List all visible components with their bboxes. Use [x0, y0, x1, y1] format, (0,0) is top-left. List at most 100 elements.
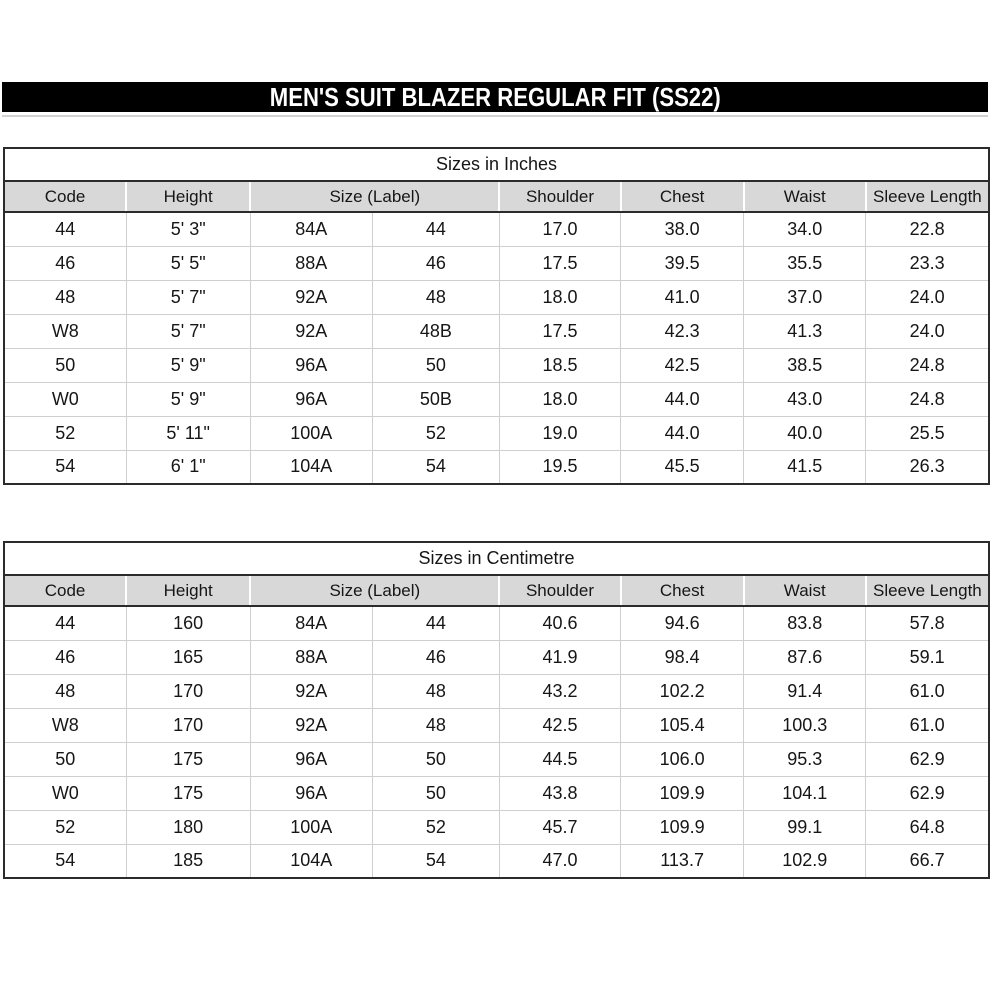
table-body-inches: 44 5' 3" 84A 44 17.0 38.0 34.0 22.8 46 5' 5" 88A 46…	[2, 211, 991, 485]
table-cell: 64.8	[865, 809, 991, 845]
table-cell: 44	[2, 211, 127, 247]
table-row: W0 175 96A 50 43.8 109.9 104.1 62.9	[2, 775, 991, 811]
table-title-row: Sizes in Centimetre	[3, 541, 990, 576]
table-title-row: Sizes in Inches	[3, 147, 990, 182]
table-cell: 100A	[249, 809, 373, 845]
table-cell: 48	[371, 707, 500, 743]
table-cell: 5' 9"	[125, 347, 251, 383]
table-row: W8 170 92A 48 42.5 105.4 100.3 61.0	[2, 707, 991, 743]
col-header-size-label: Size (Label)	[249, 574, 501, 607]
table-cell: 5' 3"	[125, 211, 251, 247]
table-cell: 45.7	[498, 809, 622, 845]
table-cell: 41.3	[743, 313, 867, 349]
table-cell: 54	[371, 843, 500, 879]
table-cell: 92A	[249, 673, 373, 709]
table-cell: 52	[371, 809, 500, 845]
table-cell: 24.8	[865, 347, 991, 383]
table-cell: 52	[2, 415, 127, 451]
table-cell: 62.9	[865, 741, 991, 777]
table-cell: W8	[2, 707, 127, 743]
table-cell: 84A	[249, 605, 373, 641]
col-header-code: Code	[2, 180, 128, 213]
table-cell: 26.3	[865, 449, 991, 485]
table-cell: 180	[125, 809, 251, 845]
table-header-row: Code Height Size (Label) Shoulder Chest …	[2, 180, 991, 213]
table-cell: 48	[2, 279, 127, 315]
table-cell: 104A	[249, 449, 373, 485]
table-cell: 44.0	[620, 415, 745, 451]
table-cell: 19.5	[498, 449, 622, 485]
table-row: 54 6' 1" 104A 54 19.5 45.5 41.5 26.3	[2, 449, 991, 485]
table-cell: 41.5	[743, 449, 867, 485]
table-cell: 96A	[249, 741, 373, 777]
col-header-height: Height	[125, 574, 252, 607]
table-cell: 41.9	[498, 639, 622, 675]
table-cell: 94.6	[620, 605, 745, 641]
table-cell: 39.5	[620, 245, 745, 281]
table-cell: 102.2	[620, 673, 745, 709]
table-cell: 24.8	[865, 381, 991, 417]
table-cell: 91.4	[743, 673, 867, 709]
table-cell: 17.5	[498, 313, 622, 349]
table-cell: 17.5	[498, 245, 622, 281]
table-cell: 34.0	[743, 211, 867, 247]
table-cell: 38.0	[620, 211, 745, 247]
table-cell: 92A	[249, 707, 373, 743]
table-cell: 175	[125, 741, 251, 777]
table-cell: W8	[2, 313, 127, 349]
table-cell: 17.0	[498, 211, 622, 247]
table-cell: 95.3	[743, 741, 867, 777]
col-header-waist: Waist	[742, 574, 867, 607]
table-row: 50 5' 9" 96A 50 18.5 42.5 38.5 24.8	[2, 347, 991, 383]
table-cell: 46	[2, 639, 127, 675]
table-cell: 59.1	[865, 639, 991, 675]
table-cell: 100A	[249, 415, 373, 451]
table-cell: 50	[2, 347, 127, 383]
col-header-chest: Chest	[619, 180, 745, 213]
table-cell: 44	[371, 211, 500, 247]
table-row: 44 160 84A 44 40.6 94.6 83.8 57.8	[2, 605, 991, 641]
table-cell: 104A	[249, 843, 373, 879]
table-cell: 48	[2, 673, 127, 709]
table-cell: 96A	[249, 381, 373, 417]
table-cell: 50	[371, 741, 500, 777]
table-cell: 43.0	[743, 381, 867, 417]
table-cell: 45.5	[620, 449, 745, 485]
table-cell: 22.8	[865, 211, 991, 247]
table-cell: 44.5	[498, 741, 622, 777]
table-title-centimetre: Sizes in Centimetre	[3, 541, 990, 576]
table-cell: 99.1	[743, 809, 867, 845]
table-cell: 92A	[249, 313, 373, 349]
banner-title: MEN'S SUIT BLAZER REGULAR FIT (SS22)	[269, 82, 721, 112]
table-cell: 109.9	[620, 775, 745, 811]
table-cell: 18.0	[498, 279, 622, 315]
table-cell: 54	[2, 449, 127, 485]
table-cell: 24.0	[865, 279, 991, 315]
table-cell: 38.5	[743, 347, 867, 383]
table-cell: 96A	[249, 775, 373, 811]
table-cell: 84A	[249, 211, 373, 247]
table-cell: 19.0	[498, 415, 622, 451]
table-cell: 109.9	[620, 809, 745, 845]
table-cell: 66.7	[865, 843, 991, 879]
table-cell: 50	[371, 775, 500, 811]
table-cell: 96A	[249, 347, 373, 383]
table-cell: 98.4	[620, 639, 745, 675]
table-cell: 41.0	[620, 279, 745, 315]
table-cell: 48B	[371, 313, 500, 349]
table-cell: 160	[125, 605, 251, 641]
table-cell: 170	[125, 673, 251, 709]
table-cell: 18.5	[498, 347, 622, 383]
table-cell: 35.5	[743, 245, 867, 281]
table-cell: 92A	[249, 279, 373, 315]
table-header-row: Code Height Size (Label) Shoulder Chest …	[2, 574, 991, 607]
table-cell: 50	[2, 741, 127, 777]
table-cell: 44.0	[620, 381, 745, 417]
table-title-inches: Sizes in Inches	[3, 147, 990, 182]
table-cell: W0	[2, 381, 127, 417]
table-row: W0 5' 9" 96A 50B 18.0 44.0 43.0 24.8	[2, 381, 991, 417]
table-cell: 57.8	[865, 605, 991, 641]
table-row: 54 185 104A 54 47.0 113.7 102.9 66.7	[2, 843, 991, 879]
table-cell: 52	[2, 809, 127, 845]
table-cell: 50B	[371, 381, 500, 417]
